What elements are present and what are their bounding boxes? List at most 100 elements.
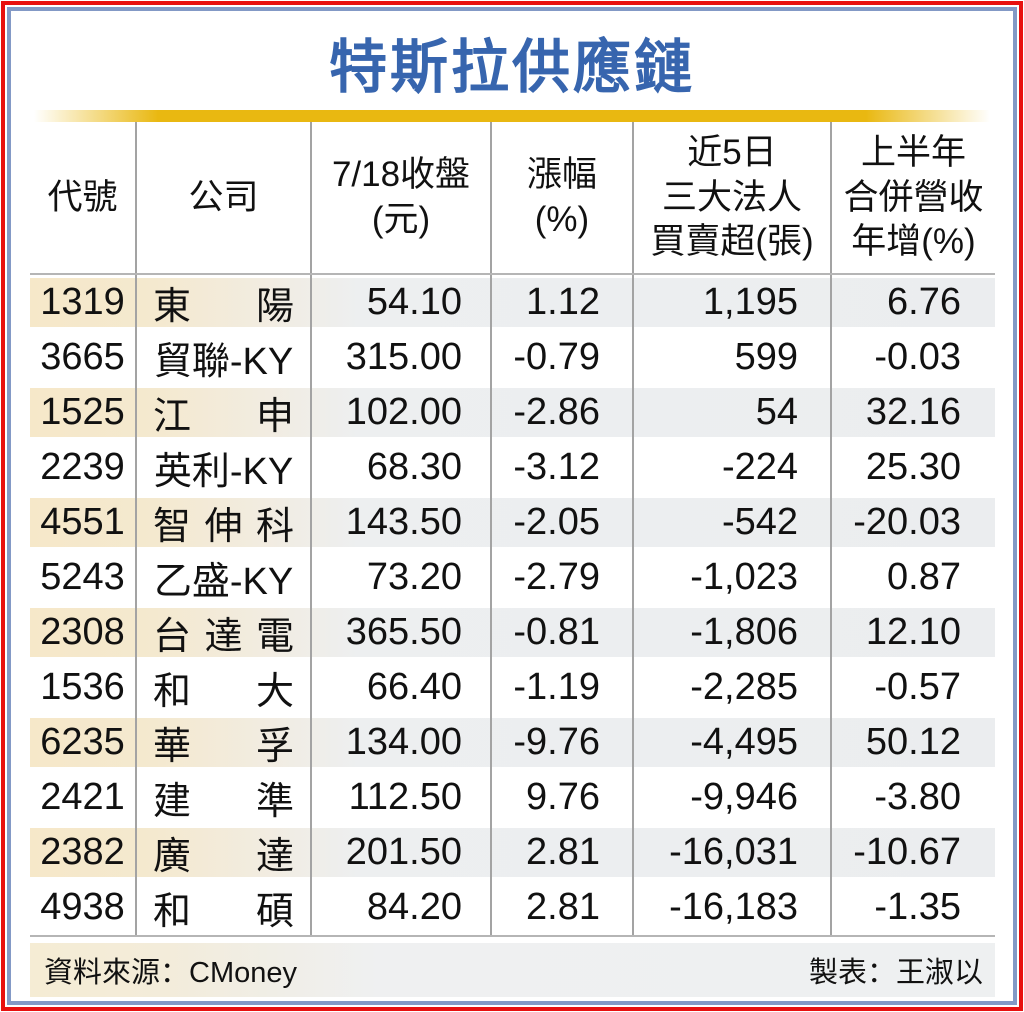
cell-close-price: 315.00 (310, 330, 490, 386)
header-net: 近5日 三大法人 買賣超(張) (632, 122, 830, 274)
company-character: 達 (255, 836, 294, 879)
data-source-label: 資料來源：CMoney (44, 957, 297, 990)
cell-company: 江申 (135, 385, 310, 441)
cell-company: 乙盛-KY (135, 550, 310, 606)
cell-close-price: 365.50 (310, 605, 490, 661)
cell-institutional-net: -1,806 (632, 605, 830, 661)
table-footer: 資料來源：CMoney 製表：王淑以 (30, 943, 995, 998)
cell-institutional-net: -16,031 (632, 825, 830, 881)
table-row: 1525 江申 102.00 -2.86 54 32.16 (30, 385, 995, 441)
cell-revenue-growth: -3.80 (830, 770, 995, 826)
cell-revenue-growth: -0.57 (830, 660, 995, 716)
table-row: 4551 智伸科 143.50 -2.05 -542 -20.03 (30, 495, 995, 551)
cell-code: 1319 (40, 281, 125, 324)
cell-company: 台達電 (135, 605, 310, 661)
cell-institutional-net: -224 (632, 440, 830, 496)
company-character: 科 (255, 506, 294, 549)
cell-institutional-net: -16,183 (632, 880, 830, 936)
table-row: 4938 和碩 84.20 2.81 -16,183 -1.35 (30, 880, 995, 936)
table-body: 1319 東陽 54.10 1.12 1,195 6.76 3665 貿聯-KY 315.00-… (30, 275, 995, 938)
company-character: 孚 (255, 726, 294, 769)
cell-institutional-net: -1,023 (632, 550, 830, 606)
cell-close-price: 84.20 (310, 880, 490, 936)
cell-close-price: 66.40 (310, 660, 490, 716)
cell-company: 貿聯-KY (135, 330, 310, 386)
cell-company: 華孚 (135, 715, 310, 771)
cell-revenue-growth: -1.35 (830, 880, 995, 936)
cell-code: 2239 (40, 446, 125, 489)
header-change: 漲幅 (%) (490, 122, 632, 274)
cell-change-pct: 2.81 (490, 880, 632, 936)
cell-institutional-net: 54 (632, 385, 830, 441)
cell-code: 4938 (40, 886, 125, 929)
cell-code: 2421 (40, 776, 125, 819)
company-character: 智 (153, 506, 192, 549)
cell-close-price: 134.00 (310, 715, 490, 771)
cell-institutional-net: -2,285 (632, 660, 830, 716)
cell-close-price: 73.20 (310, 550, 490, 606)
table-row: 5243 乙盛-KY 73.20 -2.79 -1,023 0.87 (30, 550, 995, 606)
table-row: 2382 廣達 201.50 2.81 -16,031 -10.67 (30, 825, 995, 881)
cell-revenue-growth: -10.67 (830, 825, 995, 881)
cell-company: 廣達 (135, 825, 310, 881)
company-character: 陽 (255, 286, 294, 329)
cell-close-price: 102.00 (310, 385, 490, 441)
cell-change-pct: 9.76 (490, 770, 632, 826)
cell-close-price: 201.50 (310, 825, 490, 881)
company-character: 建 (153, 781, 192, 824)
cell-institutional-net: -9,946 (632, 770, 830, 826)
page-title: 特斯拉供應鏈 (328, 35, 695, 100)
company-character: 達 (204, 616, 243, 659)
cell-close-price: 143.50 (310, 495, 490, 551)
gold-divider-bar (34, 110, 990, 123)
cell-revenue-growth: 6.76 (830, 275, 995, 331)
table-row: 2421 建準 112.50 9.76 -9,946 -3.80 (30, 770, 995, 826)
cell-change-pct: -9.76 (490, 715, 632, 771)
cell-change-pct: -3.12 (490, 440, 632, 496)
header-company: 公司 (135, 122, 310, 274)
company-character: 廣 (153, 836, 192, 879)
cell-change-pct: -1.19 (490, 660, 632, 716)
company-character: 準 (255, 781, 294, 824)
cell-revenue-growth: 12.10 (830, 605, 995, 661)
cell-change-pct: 2.81 (490, 825, 632, 881)
cell-change-pct: -2.05 (490, 495, 632, 551)
cell-revenue-growth: 32.16 (830, 385, 995, 441)
cell-institutional-net: 599 (632, 330, 830, 386)
cell-revenue-growth: 0.87 (830, 550, 995, 606)
cell-change-pct: -0.79 (490, 330, 632, 386)
cell-revenue-growth: -20.03 (830, 495, 995, 551)
cell-company: 建準 (135, 770, 310, 826)
cell-close-price: 68.30 (310, 440, 490, 496)
company-character: 伸 (204, 506, 243, 549)
cell-company: 東陽 (135, 275, 310, 331)
company-character: 江 (153, 396, 192, 439)
cell-close-price: 112.50 (310, 770, 490, 826)
cell-institutional-net: -4,495 (632, 715, 830, 771)
header-revenue: 上半年 合併營收 年增(%) (830, 122, 995, 274)
inner-blue-frame: 特斯拉供應鏈 代號 公司 7/18收盤 (元) 漲幅 (%) 近5日 三大法人 … (7, 7, 1017, 1005)
company-character: 大 (255, 671, 294, 714)
header-close: 7/18收盤 (元) (310, 122, 490, 274)
cell-institutional-net: -542 (632, 495, 830, 551)
cell-company: 和碩 (135, 880, 310, 936)
table-row: 1536 和大 66.40 -1.19 -2,285 -0.57 (30, 660, 995, 716)
company-character: 和 (153, 671, 192, 714)
cell-code: 2308 (40, 611, 125, 654)
table-row: 6235 華孚 134.00 -9.76 -4,495 50.12 (30, 715, 995, 771)
cell-code: 6235 (40, 721, 125, 764)
cell-revenue-growth: 50.12 (830, 715, 995, 771)
cell-institutional-net: 1,195 (632, 275, 830, 331)
cell-company: 智伸科 (135, 495, 310, 551)
cell-company: 英利-KY (135, 440, 310, 496)
cell-code: 5243 (40, 556, 125, 599)
table-credit-label: 製表：王淑以 (808, 957, 983, 990)
table-header-row: 代號 公司 7/18收盤 (元) 漲幅 (%) 近5日 三大法人 買賣超(張) … (30, 122, 995, 276)
company-character: 華 (153, 726, 192, 769)
cell-code: 3665 (40, 336, 125, 379)
cell-change-pct: 1.12 (490, 275, 632, 331)
table-row: 1319 東陽 54.10 1.12 1,195 6.76 (30, 275, 995, 331)
company-character: 東 (153, 286, 192, 329)
cell-close-price: 54.10 (310, 275, 490, 331)
